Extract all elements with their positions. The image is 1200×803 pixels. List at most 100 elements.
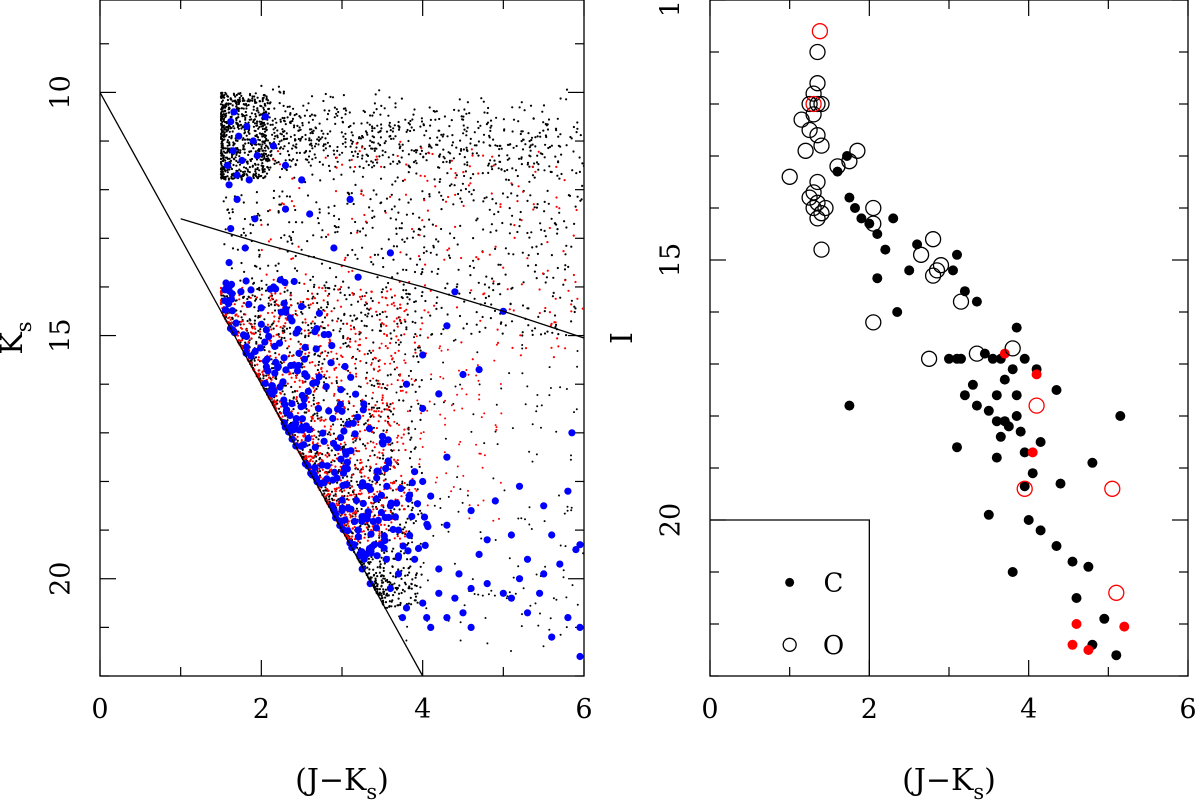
data-point	[322, 375, 326, 378]
data-point	[396, 272, 399, 275]
data-point	[330, 449, 333, 452]
data-point	[371, 449, 374, 452]
data-point	[297, 340, 300, 343]
data-point	[296, 389, 299, 393]
data-point	[352, 293, 355, 296]
data-point	[276, 269, 279, 273]
data-point	[313, 297, 317, 300]
data-point	[220, 108, 223, 111]
data-point	[492, 519, 495, 522]
data-point	[327, 453, 330, 456]
data-point	[412, 113, 415, 116]
data-point	[455, 570, 463, 578]
data-point	[386, 335, 388, 337]
data-point	[257, 111, 260, 114]
data-point	[389, 487, 392, 490]
data-point	[378, 369, 381, 372]
data-point	[317, 430, 320, 433]
data-point	[416, 488, 419, 491]
data-point	[321, 136, 324, 139]
data-point	[383, 107, 386, 110]
data-point	[380, 165, 383, 168]
data-point	[254, 315, 257, 318]
data-point	[405, 253, 408, 256]
data-point	[323, 309, 326, 312]
data-point	[255, 122, 258, 125]
data-point	[233, 195, 241, 203]
data-point	[296, 435, 299, 438]
data-point	[334, 231, 337, 234]
data-point	[407, 432, 410, 435]
data-point	[380, 201, 383, 204]
data-point	[386, 384, 389, 387]
data-point	[446, 172, 449, 175]
data-point	[324, 495, 327, 498]
data-point	[243, 170, 247, 173]
data-point	[334, 284, 337, 287]
data-point	[404, 193, 408, 196]
data-point	[487, 593, 490, 596]
data-point	[372, 502, 375, 505]
data-point	[563, 512, 566, 515]
data-point	[564, 264, 567, 267]
data-point	[251, 277, 254, 280]
data-point	[241, 125, 244, 128]
data-point	[374, 404, 377, 407]
data-point	[260, 287, 264, 290]
data-point	[264, 104, 267, 107]
data-point	[388, 409, 391, 412]
data-point	[220, 135, 223, 138]
data-point	[281, 202, 284, 205]
data-point	[390, 303, 393, 306]
data-point	[582, 307, 584, 310]
data-point	[501, 332, 504, 335]
data-point	[429, 251, 432, 254]
data-point	[248, 100, 251, 103]
data-point	[423, 284, 427, 287]
data-point	[326, 154, 329, 157]
data-point	[335, 381, 338, 385]
data-point	[403, 428, 406, 431]
data-point	[286, 289, 289, 292]
data-point	[421, 322, 424, 325]
data-point	[284, 286, 287, 289]
data-point	[385, 387, 388, 391]
data-point	[420, 573, 423, 576]
data-point	[546, 330, 549, 333]
data-point	[529, 104, 533, 107]
data-point	[414, 333, 417, 336]
data-point	[289, 113, 292, 116]
data-point	[269, 142, 277, 150]
data-point	[333, 487, 336, 490]
data-point	[291, 257, 295, 260]
data-point	[426, 579, 429, 582]
data-point	[233, 303, 236, 306]
data-point	[510, 214, 514, 217]
data-point	[544, 122, 547, 126]
data-point	[337, 486, 340, 489]
data-point	[359, 541, 362, 544]
data-point	[343, 294, 346, 297]
data-point	[263, 168, 266, 171]
data-point	[366, 315, 369, 318]
data-point	[263, 170, 266, 173]
data-point	[435, 565, 443, 573]
data-point	[423, 199, 426, 202]
data-point	[494, 424, 497, 427]
data-point	[380, 532, 388, 540]
data-point	[515, 482, 524, 490]
data-point	[362, 562, 366, 565]
data-point	[244, 110, 247, 114]
data-point	[414, 390, 417, 393]
data-point	[298, 379, 301, 382]
data-point	[326, 354, 329, 357]
data-point	[535, 453, 538, 456]
data-point	[410, 436, 413, 439]
data-point	[504, 324, 507, 327]
data-point	[257, 320, 265, 328]
data-point	[328, 292, 331, 295]
data-point	[352, 441, 355, 444]
data-point	[395, 227, 398, 230]
data-point	[371, 397, 374, 400]
data-point	[370, 290, 373, 293]
